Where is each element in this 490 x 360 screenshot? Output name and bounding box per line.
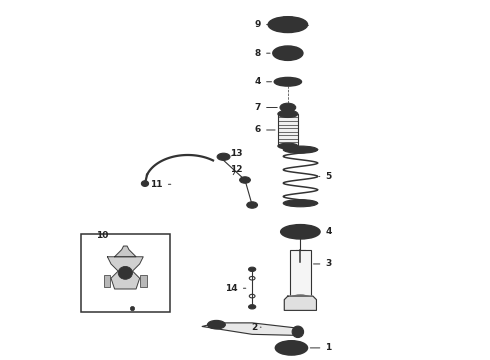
Ellipse shape [118,266,132,279]
Ellipse shape [248,267,256,271]
Ellipse shape [278,143,298,149]
Polygon shape [202,323,298,336]
Bar [81,234,170,312]
Text: 9: 9 [255,20,269,29]
Text: 8: 8 [255,49,270,58]
Text: 1: 1 [310,343,332,352]
Ellipse shape [286,295,315,308]
Ellipse shape [274,77,301,86]
Bar [290,249,311,296]
Text: 12: 12 [230,166,243,175]
Text: 11: 11 [150,180,171,189]
Text: 3: 3 [314,260,332,269]
Ellipse shape [248,305,256,309]
Ellipse shape [278,111,298,117]
Ellipse shape [142,181,148,186]
Ellipse shape [130,306,135,311]
Polygon shape [107,257,143,289]
Ellipse shape [207,320,225,329]
Ellipse shape [283,343,300,352]
Ellipse shape [268,17,308,32]
Text: 10: 10 [96,231,108,240]
Ellipse shape [292,326,304,338]
Ellipse shape [273,46,303,60]
Text: 13: 13 [230,149,243,158]
Text: 4: 4 [255,77,271,86]
Ellipse shape [247,202,258,208]
Text: 7: 7 [255,103,277,112]
Ellipse shape [283,146,318,153]
Bar [278,114,298,146]
Text: 5: 5 [319,172,332,181]
Bar [140,275,147,287]
Text: 2: 2 [251,323,261,332]
Ellipse shape [280,103,296,112]
Ellipse shape [275,341,308,355]
Text: 14: 14 [225,284,246,293]
Ellipse shape [240,177,250,183]
Ellipse shape [281,107,294,112]
Bar [104,275,110,287]
Ellipse shape [281,225,320,239]
Ellipse shape [217,153,230,160]
Ellipse shape [283,200,318,207]
Text: 6: 6 [255,126,275,135]
Polygon shape [115,246,136,257]
Polygon shape [284,296,317,310]
Text: 4: 4 [319,227,332,236]
